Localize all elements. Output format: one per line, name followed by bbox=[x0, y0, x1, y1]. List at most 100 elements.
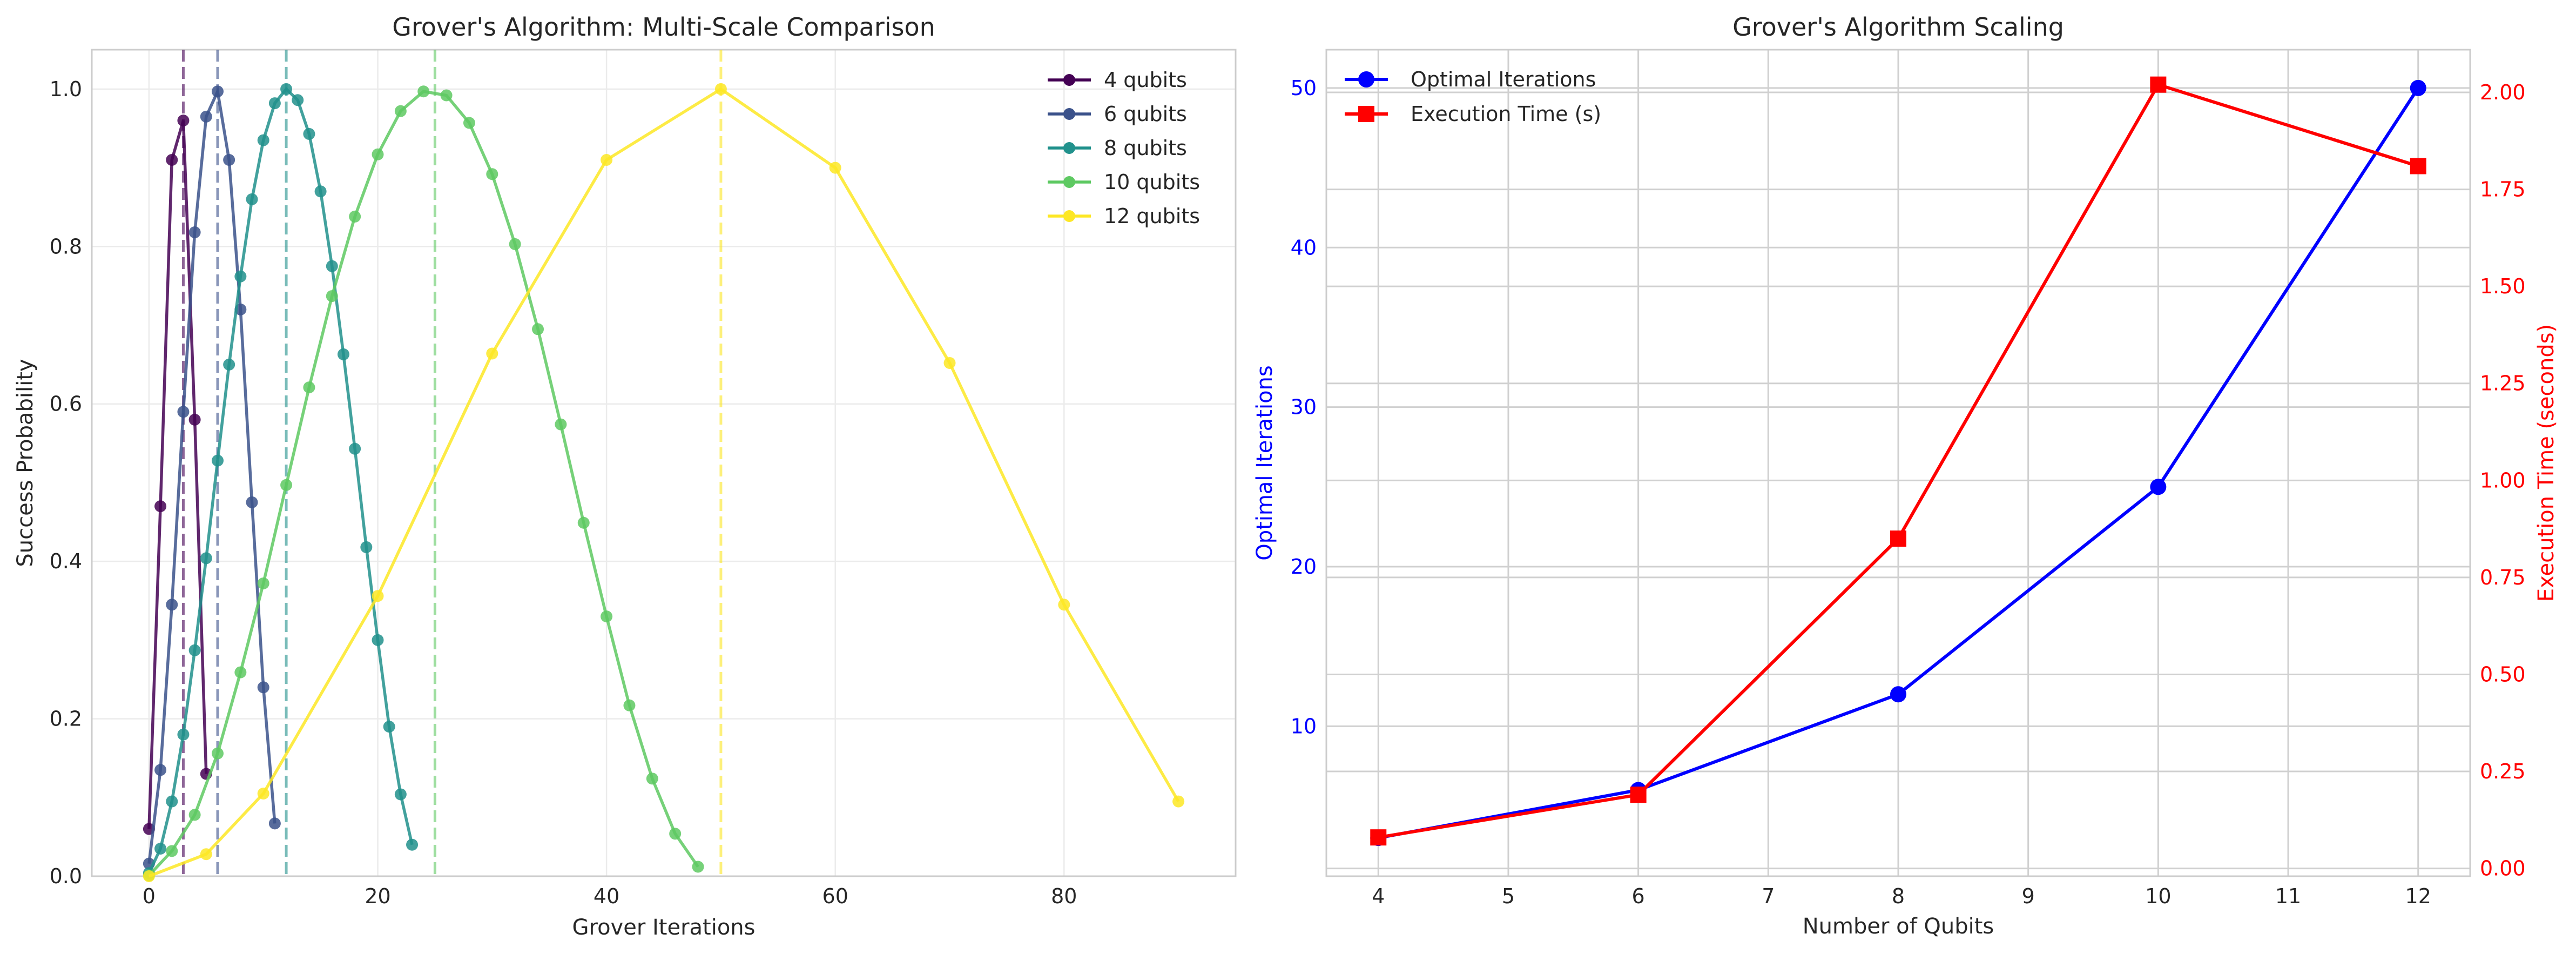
data-point bbox=[406, 838, 419, 851]
right-grid bbox=[1326, 50, 2470, 876]
left-x-tick-label: 80 bbox=[1051, 884, 1077, 908]
data-point bbox=[555, 418, 567, 431]
right-y-tick-label: 30 bbox=[1291, 395, 1317, 419]
legend-item: 6 qubits bbox=[1048, 102, 1187, 126]
legend-item: 8 qubits bbox=[1048, 136, 1187, 160]
right-y2-tick-label: 0.25 bbox=[2480, 760, 2526, 783]
data-point bbox=[349, 210, 361, 223]
series-line bbox=[147, 86, 277, 864]
data-point bbox=[1172, 795, 1185, 808]
left-x-tick-label: 20 bbox=[365, 884, 390, 908]
data-point bbox=[2410, 79, 2426, 96]
legend-swatch-marker bbox=[1063, 108, 1075, 120]
legend-swatch-marker bbox=[1063, 176, 1075, 188]
data-point bbox=[601, 610, 613, 623]
data-point bbox=[417, 85, 430, 98]
data-point bbox=[372, 590, 384, 602]
left-y-tick-label: 0.0 bbox=[50, 864, 82, 888]
series-10-qubits bbox=[143, 85, 704, 882]
data-point bbox=[1890, 686, 1906, 703]
data-point bbox=[372, 148, 384, 160]
left-y-tick-label: 0.4 bbox=[50, 549, 82, 573]
right-y-tick-label: 10 bbox=[1291, 714, 1317, 738]
legend-item: Execution Time (s) bbox=[1345, 102, 1601, 126]
right-x-tick-label: 5 bbox=[1502, 884, 1515, 908]
data-point bbox=[177, 115, 190, 127]
data-point bbox=[223, 154, 235, 166]
data-point bbox=[326, 260, 338, 272]
right-x-ticks: 4 5 6 7 8 9 10 11 12 bbox=[1372, 884, 2431, 908]
legend-item: Optimal Iterations bbox=[1345, 68, 1596, 91]
data-point bbox=[577, 516, 590, 529]
data-point bbox=[394, 105, 407, 117]
right-series bbox=[1370, 76, 2426, 846]
data-point bbox=[360, 541, 373, 553]
data-point bbox=[692, 861, 704, 873]
data-point bbox=[623, 699, 636, 711]
data-point bbox=[223, 358, 235, 371]
data-point bbox=[188, 809, 201, 821]
series-4-qubits bbox=[143, 115, 212, 835]
right-y-tick-label: 50 bbox=[1291, 76, 1317, 100]
data-point bbox=[257, 577, 269, 589]
legend-swatch-marker bbox=[1063, 74, 1075, 86]
legend-label: 6 qubits bbox=[1104, 102, 1187, 126]
data-point bbox=[646, 772, 658, 785]
left-y-tick-label: 1.0 bbox=[50, 77, 82, 101]
left-x-ticks: 0 20 40 60 80 bbox=[143, 884, 1077, 908]
right-chart-title: Grover's Algorithm Scaling bbox=[1732, 12, 2064, 42]
right-y2-tick-label: 1.00 bbox=[2480, 468, 2526, 492]
data-point bbox=[188, 413, 201, 426]
series-12-qubits bbox=[143, 83, 1185, 882]
data-point bbox=[314, 185, 327, 198]
data-point bbox=[257, 681, 269, 694]
data-point bbox=[257, 134, 269, 146]
data-point bbox=[486, 168, 498, 180]
right-y2-tick-label: 1.25 bbox=[2480, 372, 2526, 395]
data-point bbox=[211, 85, 224, 98]
left-y-ticks: 0.0 0.2 0.4 0.6 0.8 1.0 bbox=[50, 77, 82, 888]
left-y-tick-label: 0.8 bbox=[50, 234, 82, 258]
data-point bbox=[166, 845, 178, 857]
right-plot-frame bbox=[1325, 49, 2471, 877]
series-execution-time-s- bbox=[1370, 76, 2426, 846]
data-point bbox=[211, 747, 224, 760]
data-point bbox=[246, 193, 258, 205]
data-point bbox=[601, 154, 613, 166]
legend-swatch-marker bbox=[1063, 142, 1075, 154]
data-point bbox=[200, 848, 212, 861]
data-point bbox=[440, 89, 453, 102]
data-point bbox=[486, 347, 498, 360]
data-point bbox=[326, 290, 338, 303]
legend-label: Optimal Iterations bbox=[1411, 68, 1596, 91]
data-point bbox=[166, 599, 178, 611]
data-point bbox=[268, 817, 281, 830]
data-point bbox=[943, 357, 956, 369]
data-point bbox=[154, 500, 167, 513]
data-point bbox=[257, 788, 269, 800]
left-y-tick-label: 0.6 bbox=[50, 392, 82, 416]
data-point bbox=[383, 721, 395, 733]
left-plot-frame bbox=[91, 49, 1237, 877]
right-legend: Optimal Iterations Execution Time (s) bbox=[1345, 68, 1601, 126]
right-y-tick-label: 20 bbox=[1291, 555, 1317, 579]
right-y2-tick-label: 0.75 bbox=[2480, 566, 2526, 589]
right-y2-tick-label: 2.00 bbox=[2480, 80, 2526, 104]
left-x-tick-label: 40 bbox=[594, 884, 619, 908]
data-point bbox=[177, 728, 190, 741]
data-point bbox=[372, 634, 384, 646]
data-point bbox=[188, 226, 201, 239]
scaling-chart: 4 5 6 7 8 9 10 11 12 10 20 30 40 50 0.00 0.25 0.50 0.75… bbox=[1252, 12, 2559, 939]
right-y-ticks: 10 20 30 40 50 bbox=[1291, 76, 1317, 738]
right-y-axis-label: Optimal Iterations bbox=[1252, 365, 1277, 560]
data-point bbox=[268, 97, 281, 110]
data-point bbox=[714, 83, 727, 95]
data-point bbox=[154, 764, 167, 776]
data-point bbox=[349, 442, 361, 455]
data-point bbox=[234, 270, 247, 283]
legend-label: 10 qubits bbox=[1104, 170, 1200, 194]
left-legend: 4 qubits 6 qubits 8 qubits 10 qubits 12 qubi… bbox=[1048, 68, 1200, 228]
right-x-tick-label: 7 bbox=[1762, 884, 1775, 908]
data-point bbox=[303, 381, 315, 394]
